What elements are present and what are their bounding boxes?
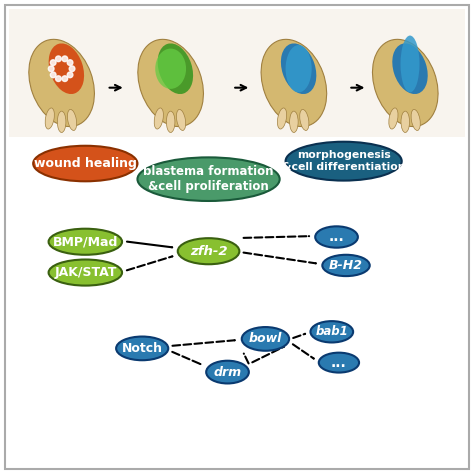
- Text: ...: ...: [331, 356, 347, 370]
- FancyArrowPatch shape: [127, 256, 173, 270]
- Circle shape: [69, 66, 75, 72]
- Text: JAK/STAT: JAK/STAT: [54, 266, 117, 279]
- Circle shape: [50, 72, 56, 78]
- Ellipse shape: [158, 44, 193, 94]
- Text: zfh-2: zfh-2: [190, 245, 228, 258]
- Ellipse shape: [116, 337, 168, 360]
- Ellipse shape: [33, 146, 137, 181]
- Ellipse shape: [178, 238, 239, 264]
- Ellipse shape: [137, 157, 280, 201]
- Ellipse shape: [155, 49, 186, 89]
- FancyArrowPatch shape: [244, 354, 248, 364]
- Ellipse shape: [48, 229, 122, 255]
- FancyArrowPatch shape: [244, 236, 309, 238]
- Ellipse shape: [138, 39, 203, 127]
- Ellipse shape: [285, 142, 401, 181]
- Ellipse shape: [176, 109, 186, 130]
- Text: B-H2: B-H2: [329, 259, 363, 272]
- Circle shape: [67, 72, 73, 78]
- Text: wound healing: wound healing: [34, 157, 137, 170]
- Ellipse shape: [57, 111, 66, 133]
- Ellipse shape: [401, 36, 419, 92]
- Ellipse shape: [154, 108, 164, 129]
- FancyArrowPatch shape: [173, 340, 235, 346]
- FancyArrowPatch shape: [252, 346, 284, 362]
- Circle shape: [62, 56, 68, 62]
- Ellipse shape: [389, 108, 398, 129]
- Ellipse shape: [411, 109, 420, 130]
- Circle shape: [67, 60, 73, 65]
- Ellipse shape: [373, 39, 438, 127]
- Ellipse shape: [277, 108, 287, 129]
- Ellipse shape: [322, 255, 370, 276]
- Text: BMP/Mad: BMP/Mad: [53, 235, 118, 248]
- Ellipse shape: [29, 39, 94, 127]
- Circle shape: [62, 76, 68, 82]
- Ellipse shape: [315, 227, 358, 247]
- Text: drm: drm: [213, 365, 242, 379]
- FancyArrowPatch shape: [172, 352, 201, 364]
- Text: bowl: bowl: [249, 332, 282, 346]
- Ellipse shape: [285, 45, 312, 92]
- Text: blastema formation
&cell proliferation: blastema formation &cell proliferation: [143, 165, 274, 193]
- Text: bab1: bab1: [315, 325, 348, 338]
- FancyArrowPatch shape: [127, 242, 172, 247]
- Ellipse shape: [45, 108, 55, 129]
- Ellipse shape: [310, 321, 353, 342]
- Ellipse shape: [261, 39, 327, 127]
- Circle shape: [48, 66, 54, 72]
- Ellipse shape: [290, 111, 298, 133]
- Text: Notch: Notch: [122, 342, 163, 355]
- Ellipse shape: [392, 44, 428, 94]
- Text: morphogenesis
&cell differentiation: morphogenesis &cell differentiation: [282, 150, 405, 172]
- Circle shape: [55, 76, 61, 82]
- Ellipse shape: [319, 353, 359, 373]
- Ellipse shape: [206, 361, 249, 383]
- Ellipse shape: [242, 327, 289, 351]
- Ellipse shape: [401, 111, 410, 133]
- Ellipse shape: [67, 109, 77, 130]
- FancyArrowPatch shape: [293, 344, 314, 358]
- Text: ...: ...: [328, 230, 345, 244]
- Circle shape: [50, 60, 56, 65]
- Ellipse shape: [49, 44, 84, 94]
- FancyBboxPatch shape: [9, 9, 465, 137]
- FancyArrowPatch shape: [244, 253, 316, 264]
- Ellipse shape: [166, 111, 175, 133]
- Ellipse shape: [48, 260, 122, 285]
- FancyArrowPatch shape: [293, 334, 305, 338]
- Ellipse shape: [300, 109, 309, 130]
- Circle shape: [55, 56, 61, 62]
- Ellipse shape: [281, 44, 316, 94]
